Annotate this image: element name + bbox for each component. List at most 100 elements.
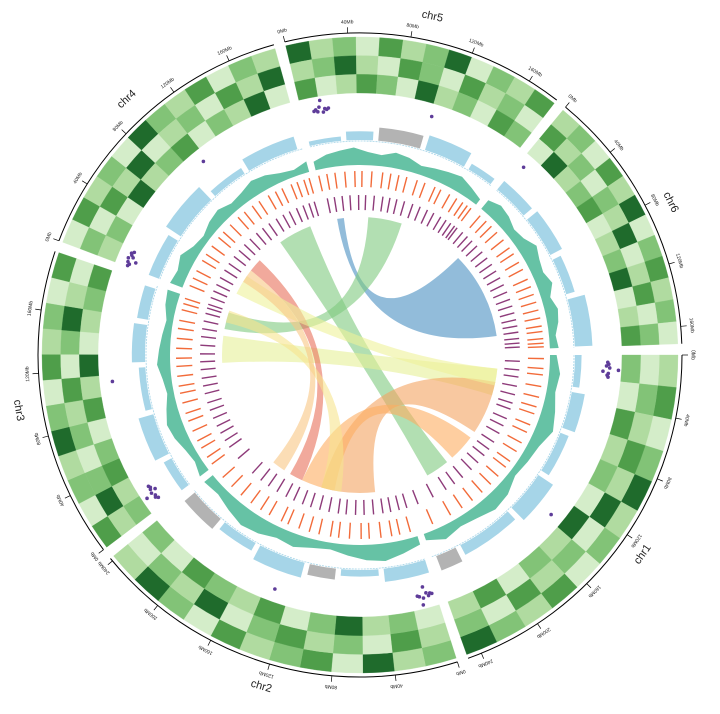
heatmap-cell: [43, 379, 65, 406]
purple-tick: [216, 284, 229, 291]
bar: [242, 137, 297, 171]
purple-tick: [200, 361, 215, 362]
orange-tick: [177, 338, 193, 339]
tick-label: 240Mb: [477, 657, 494, 668]
purple-tick: [289, 212, 296, 225]
purple-tick: [201, 337, 216, 339]
orange-tick: [327, 174, 330, 190]
tick-label: 80Mb: [324, 683, 337, 690]
purple-tick: [421, 210, 427, 224]
purple-tick: [400, 201, 404, 215]
heatmap-cell: [42, 328, 62, 354]
purple-tick: [244, 245, 255, 255]
purple-tick: [229, 263, 241, 272]
area: [204, 475, 420, 561]
heatmap-cell: [621, 355, 641, 384]
tick-mark: [411, 31, 412, 37]
orange-tick: [491, 240, 503, 250]
tick-label: 160Mb: [27, 300, 35, 316]
orange-tick: [345, 172, 346, 188]
purple-tick: [327, 198, 330, 213]
heatmap-cell: [363, 653, 395, 673]
orange-tick: [183, 304, 198, 308]
tick-label: 0Mb: [90, 550, 101, 562]
purple-tick: [501, 320, 516, 323]
tick-mark: [53, 239, 59, 241]
orange-tick: [381, 172, 383, 188]
scatter-point: [601, 369, 605, 373]
orange-tick: [419, 183, 425, 198]
purple-tick: [225, 433, 238, 441]
heatmap-cell: [309, 38, 334, 59]
bar: [139, 414, 169, 460]
purple-tick: [296, 208, 302, 222]
scatter-point: [430, 115, 434, 119]
orange-tick: [282, 188, 289, 202]
heatmap-cell: [362, 634, 392, 654]
tick-label: 200Mb: [143, 607, 159, 621]
tick-mark: [154, 605, 158, 610]
tick-mark: [627, 535, 632, 538]
purple-tick: [500, 391, 515, 395]
bar: [562, 392, 585, 432]
scatter-point: [134, 261, 138, 265]
purple-tick: [234, 256, 246, 265]
heatmap-cell: [62, 377, 83, 403]
scatter-point: [317, 105, 321, 109]
tick-label: 160Mb: [197, 643, 214, 656]
tick-label: 0Mb: [44, 231, 53, 242]
orange-tick: [371, 171, 372, 187]
bar: [384, 560, 429, 582]
orange-tick: [339, 522, 341, 538]
heatmap-cell: [655, 299, 677, 323]
orange-tick: [513, 279, 528, 286]
tick-label: 40Mb: [612, 139, 625, 153]
orange-tick: [230, 225, 241, 236]
scatter-point: [422, 596, 426, 600]
orange-tick: [521, 402, 536, 407]
tick-mark: [645, 202, 650, 205]
purple-tick: [466, 246, 477, 256]
orange-tick: [515, 419, 530, 425]
purple-tick: [402, 494, 406, 508]
purple-tick: [220, 277, 233, 284]
bar: [425, 135, 471, 166]
heatmap-cell: [333, 635, 363, 655]
purple-tick: [490, 419, 503, 426]
orange-tick: [178, 328, 194, 330]
orange-tick: [525, 318, 541, 321]
tick-label: 80Mb: [662, 476, 672, 490]
bar: [469, 164, 495, 184]
orange-tick: [201, 440, 215, 448]
purple-tick: [210, 405, 224, 410]
orange-tick: [304, 180, 309, 195]
orange-tick: [528, 343, 544, 344]
scatter-point: [606, 375, 610, 379]
orange-tick: [453, 495, 462, 508]
scatter-point: [427, 594, 431, 598]
tick-label: 200Mb: [535, 626, 551, 640]
orange-tick: [188, 415, 203, 421]
orange-tick: [396, 519, 399, 535]
orange-tick: [212, 455, 225, 464]
scatter-point: [605, 364, 609, 368]
orange-tick: [528, 367, 544, 368]
heatmap-cell: [42, 354, 62, 380]
bar: [132, 323, 147, 362]
orange-tick: [429, 187, 436, 202]
purple-tick: [329, 497, 332, 512]
purple-tick: [207, 398, 221, 402]
orange-tick: [176, 348, 192, 349]
purple-tick: [250, 239, 260, 250]
scatter-point: [424, 591, 428, 595]
orange-tick: [389, 520, 392, 536]
orange-tick: [448, 198, 456, 212]
purple-tick: [261, 469, 270, 481]
heatmap-cell: [61, 330, 81, 354]
orange-tick: [512, 426, 527, 433]
orange-tick: [479, 473, 490, 484]
tick-label: 120Mb: [468, 38, 485, 49]
purple-tick: [505, 347, 520, 348]
orange-tick: [396, 175, 399, 191]
orange-tick: [176, 365, 192, 366]
